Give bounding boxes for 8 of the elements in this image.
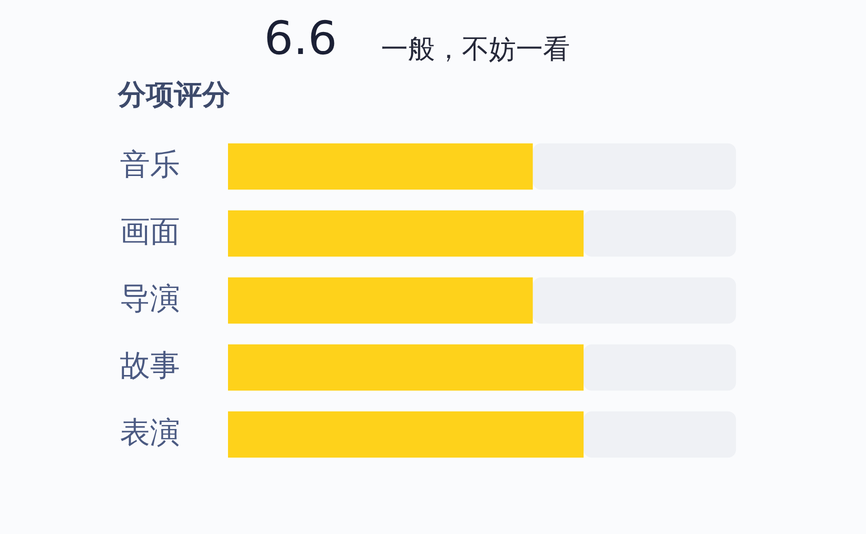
y-tick-label: 音乐 <box>120 147 180 182</box>
y-tick-label: 表演 <box>120 415 180 450</box>
chart-title: 6.6 <box>264 11 338 65</box>
y-tick-label: 故事 <box>120 348 180 384</box>
y-tick-label: 导演 <box>120 281 180 316</box>
text: 分项评分 <box>117 78 231 111</box>
y-tick-label: 画面 <box>120 214 180 250</box>
chart-subtitle: 一般，不妨一看 <box>381 34 570 65</box>
